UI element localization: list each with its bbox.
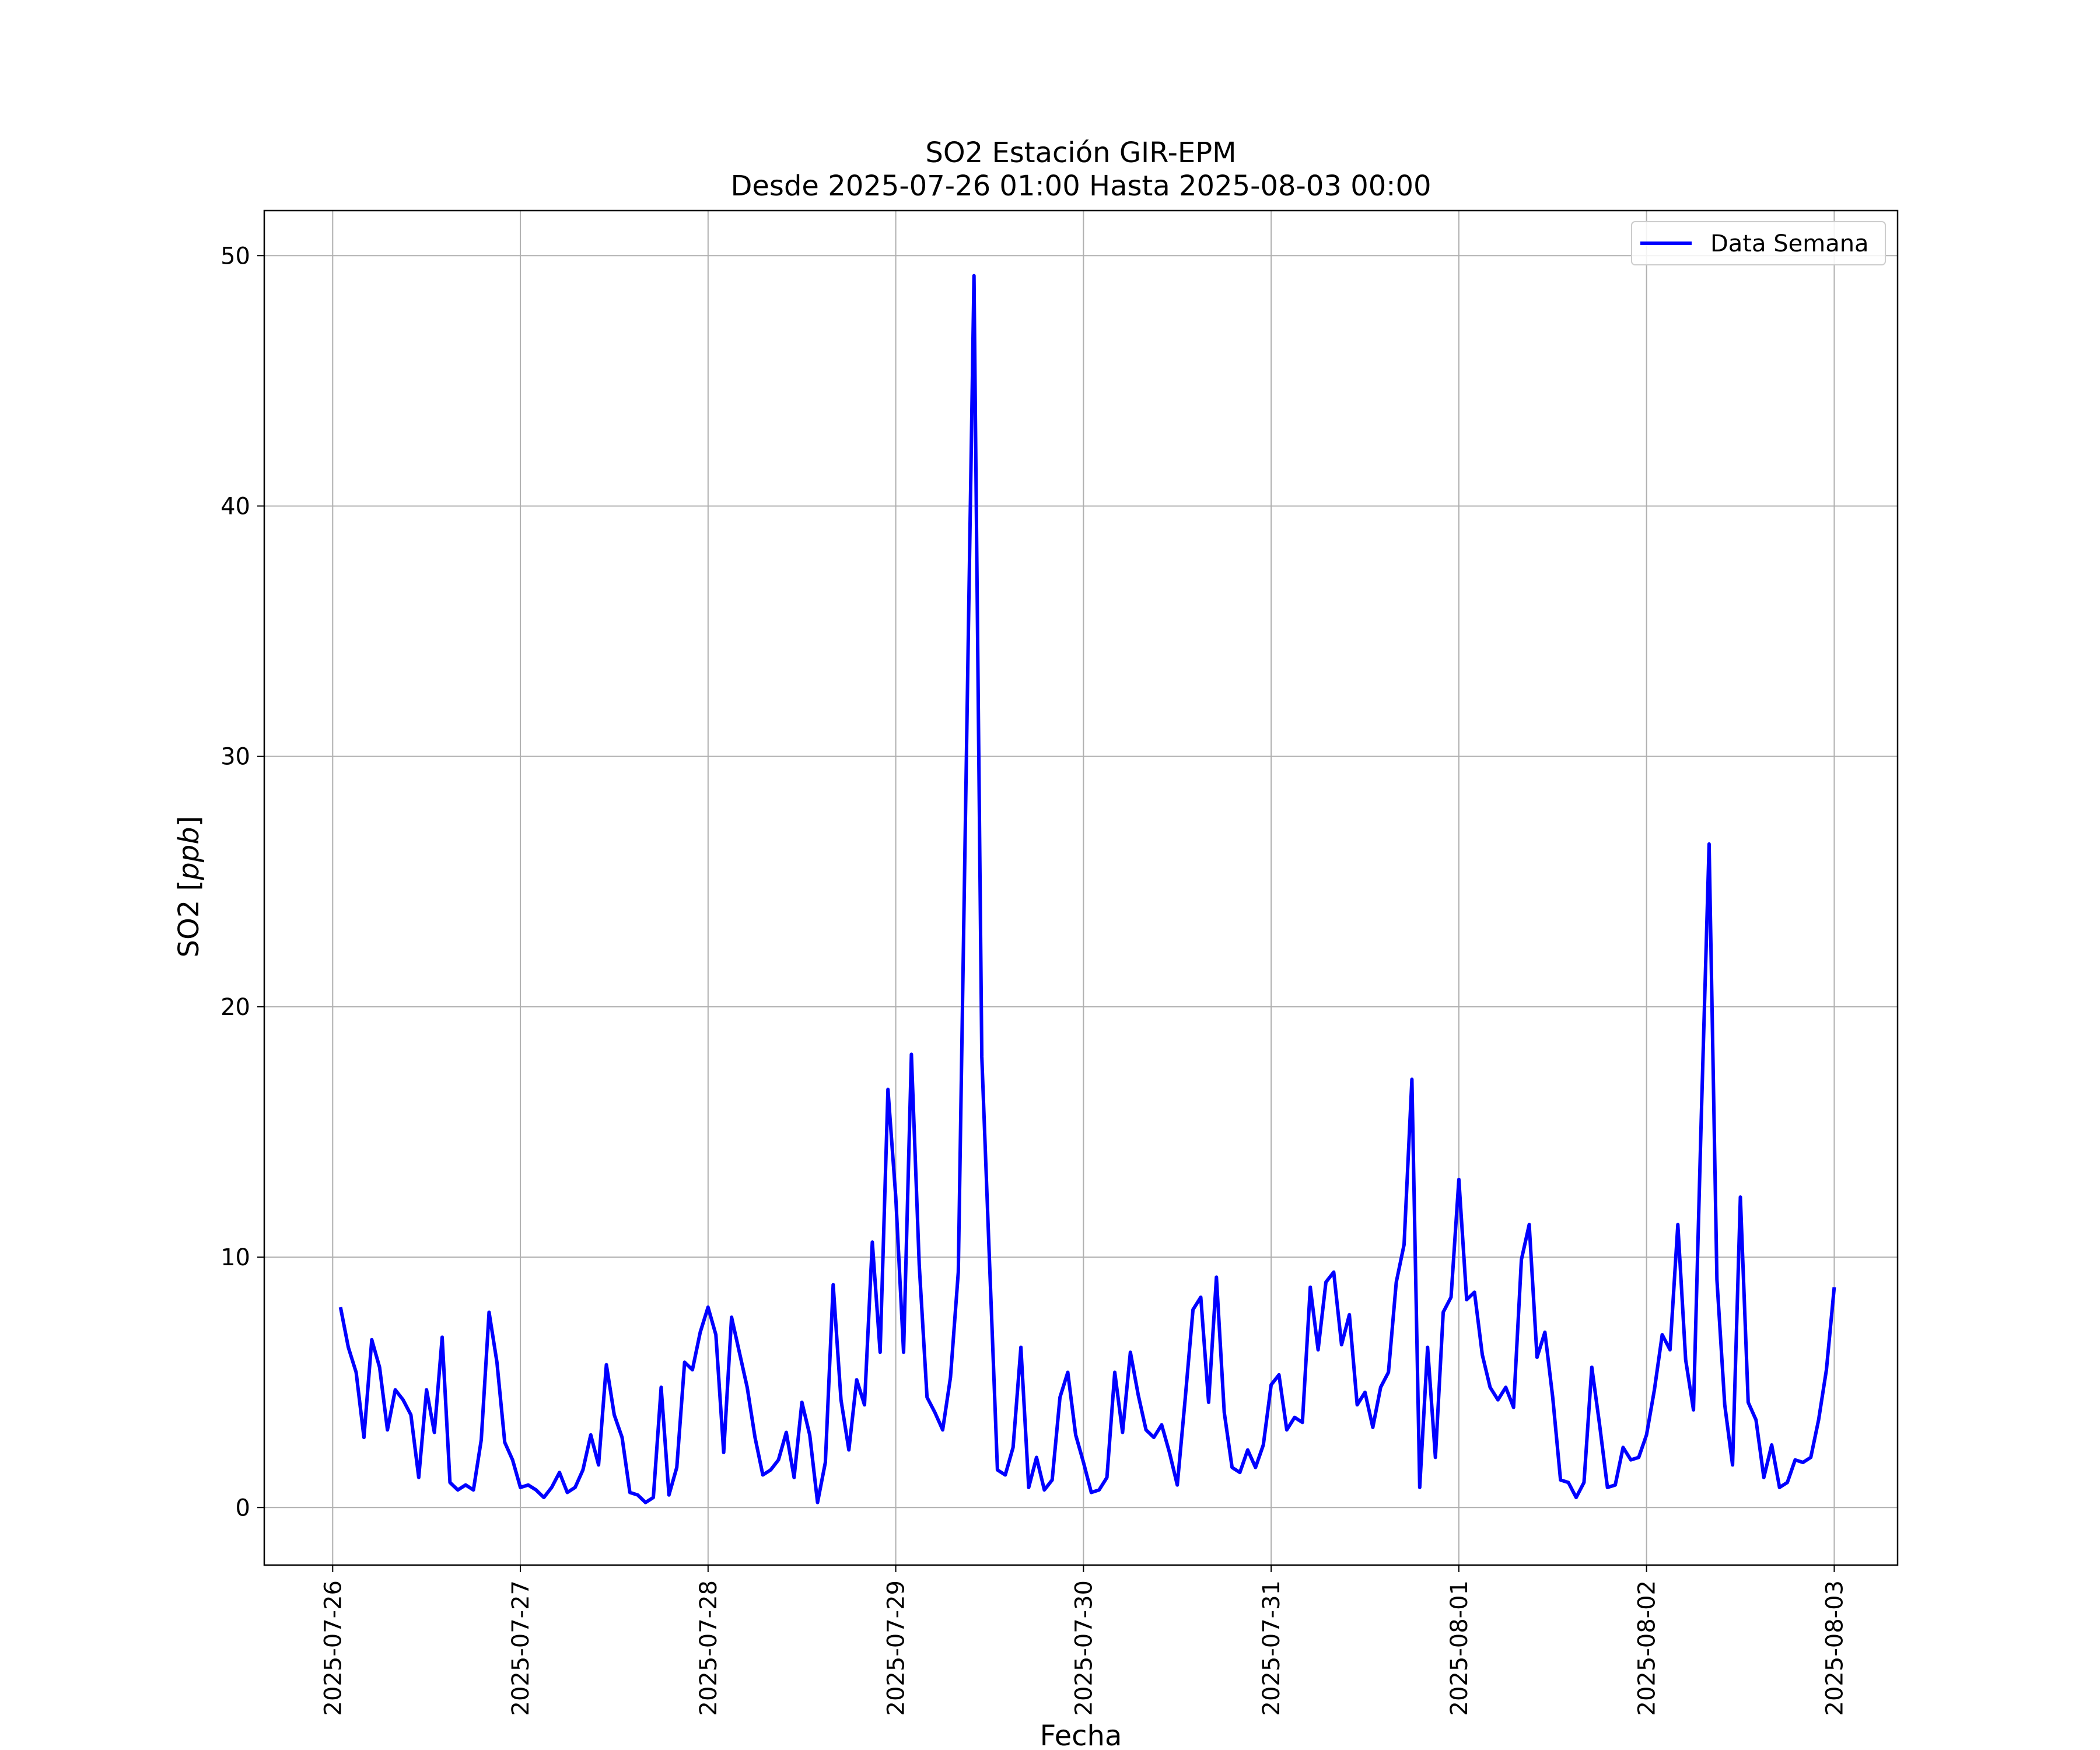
plot-frame [263,209,1899,1566]
axis-ticks: 2025-07-26 2025-07-27 2025-07-28 2025-07-29… [220,243,1848,1716]
y-axis-label-suffix: ] [173,816,205,827]
x-tick-label: 2025-07-28 [695,1580,722,1716]
y-tick-label: 0 [236,1494,250,1521]
x-tick-label: 2025-07-30 [1070,1580,1097,1716]
x-tick-label: 2025-08-02 [1634,1580,1661,1716]
x-tick-label: 2025-07-27 [508,1580,534,1716]
x-tick-label: 2025-07-26 [320,1580,346,1716]
chart-title: SO2 Estación GIR-EPM [925,136,1236,169]
y-tick-label: 40 [220,493,250,520]
x-tick-label: 2025-08-01 [1446,1580,1473,1716]
y-tick-label: 30 [220,744,250,771]
y-tick-label: 50 [220,243,250,270]
y-tick-label: 20 [220,994,250,1021]
y-axis-label: SO2 [ppb] [173,816,205,958]
y-tick-label: 10 [220,1244,250,1271]
legend-box [1631,221,1886,265]
series-line-data-semana [338,274,1836,1504]
x-tick-label: 2025-07-29 [883,1580,910,1716]
chart-subtitle: Desde 2025-07-26 01:00 Hasta 2025-08-03 … [730,170,1431,202]
grid-lines [264,211,1898,1565]
x-tick-label: 2025-07-31 [1258,1580,1285,1716]
x-axis-label: Fecha [1040,1720,1122,1750]
y-axis-label-prefix: SO2 [ [173,880,205,958]
y-axis-label-unit: ppb [173,827,205,880]
legend-label: Data Semana [1710,230,1869,257]
series-layer [338,274,1836,1504]
x-tick-label: 2025-08-03 [1821,1580,1848,1716]
legend: Data Semana [1631,221,1886,265]
